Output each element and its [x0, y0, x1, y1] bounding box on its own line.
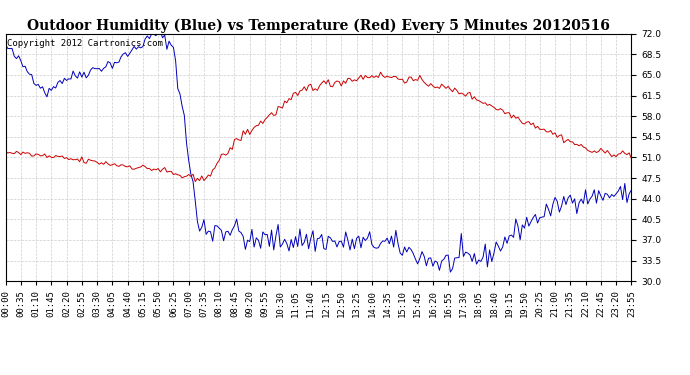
Title: Outdoor Humidity (Blue) vs Temperature (Red) Every 5 Minutes 20120516: Outdoor Humidity (Blue) vs Temperature (…	[27, 18, 610, 33]
Text: Copyright 2012 Cartronics.com: Copyright 2012 Cartronics.com	[7, 39, 163, 48]
